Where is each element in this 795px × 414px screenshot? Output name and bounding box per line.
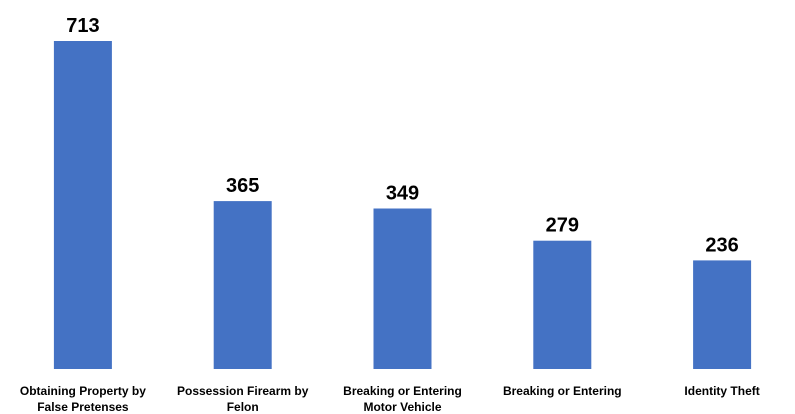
value-label-0: 713 — [66, 15, 99, 37]
category-label-4: Identity Theft — [684, 384, 759, 398]
category-label-0-line-1: False Pretenses — [37, 400, 129, 414]
bar-2 — [373, 208, 432, 369]
category-label-0-line-0: Obtaining Property by — [20, 384, 146, 398]
category-label-2: Breaking or Entering Motor Vehicle — [343, 384, 462, 414]
bars-group — [53, 41, 752, 369]
category-label-2-line-0: Breaking or Entering — [343, 384, 462, 398]
category-label-3-line-0: Breaking or Entering — [503, 384, 622, 398]
value-label-3: 279 — [546, 215, 579, 237]
value-label-1: 365 — [226, 175, 259, 197]
value-label-4: 236 — [705, 234, 738, 256]
value-labels-group: 713 365 349 279 236 — [66, 15, 739, 256]
bar-3 — [533, 240, 592, 369]
category-label-1-line-0: Possession Firearm by — [177, 384, 309, 398]
category-label-4-line-0: Identity Theft — [684, 384, 759, 398]
bar-0 — [53, 41, 112, 369]
category-labels-group: Obtaining Property by False Pretenses Poss… — [20, 384, 760, 414]
category-label-1-line-1: Felon — [227, 400, 259, 414]
category-label-0: Obtaining Property by False Pretenses — [20, 384, 146, 414]
bar-1 — [213, 201, 272, 369]
value-label-2: 349 — [386, 183, 419, 205]
bar-4 — [693, 260, 752, 369]
category-label-2-line-1: Motor Vehicle — [363, 400, 441, 414]
category-label-1: Possession Firearm by Felon — [177, 384, 309, 414]
category-label-3: Breaking or Entering — [503, 384, 622, 398]
